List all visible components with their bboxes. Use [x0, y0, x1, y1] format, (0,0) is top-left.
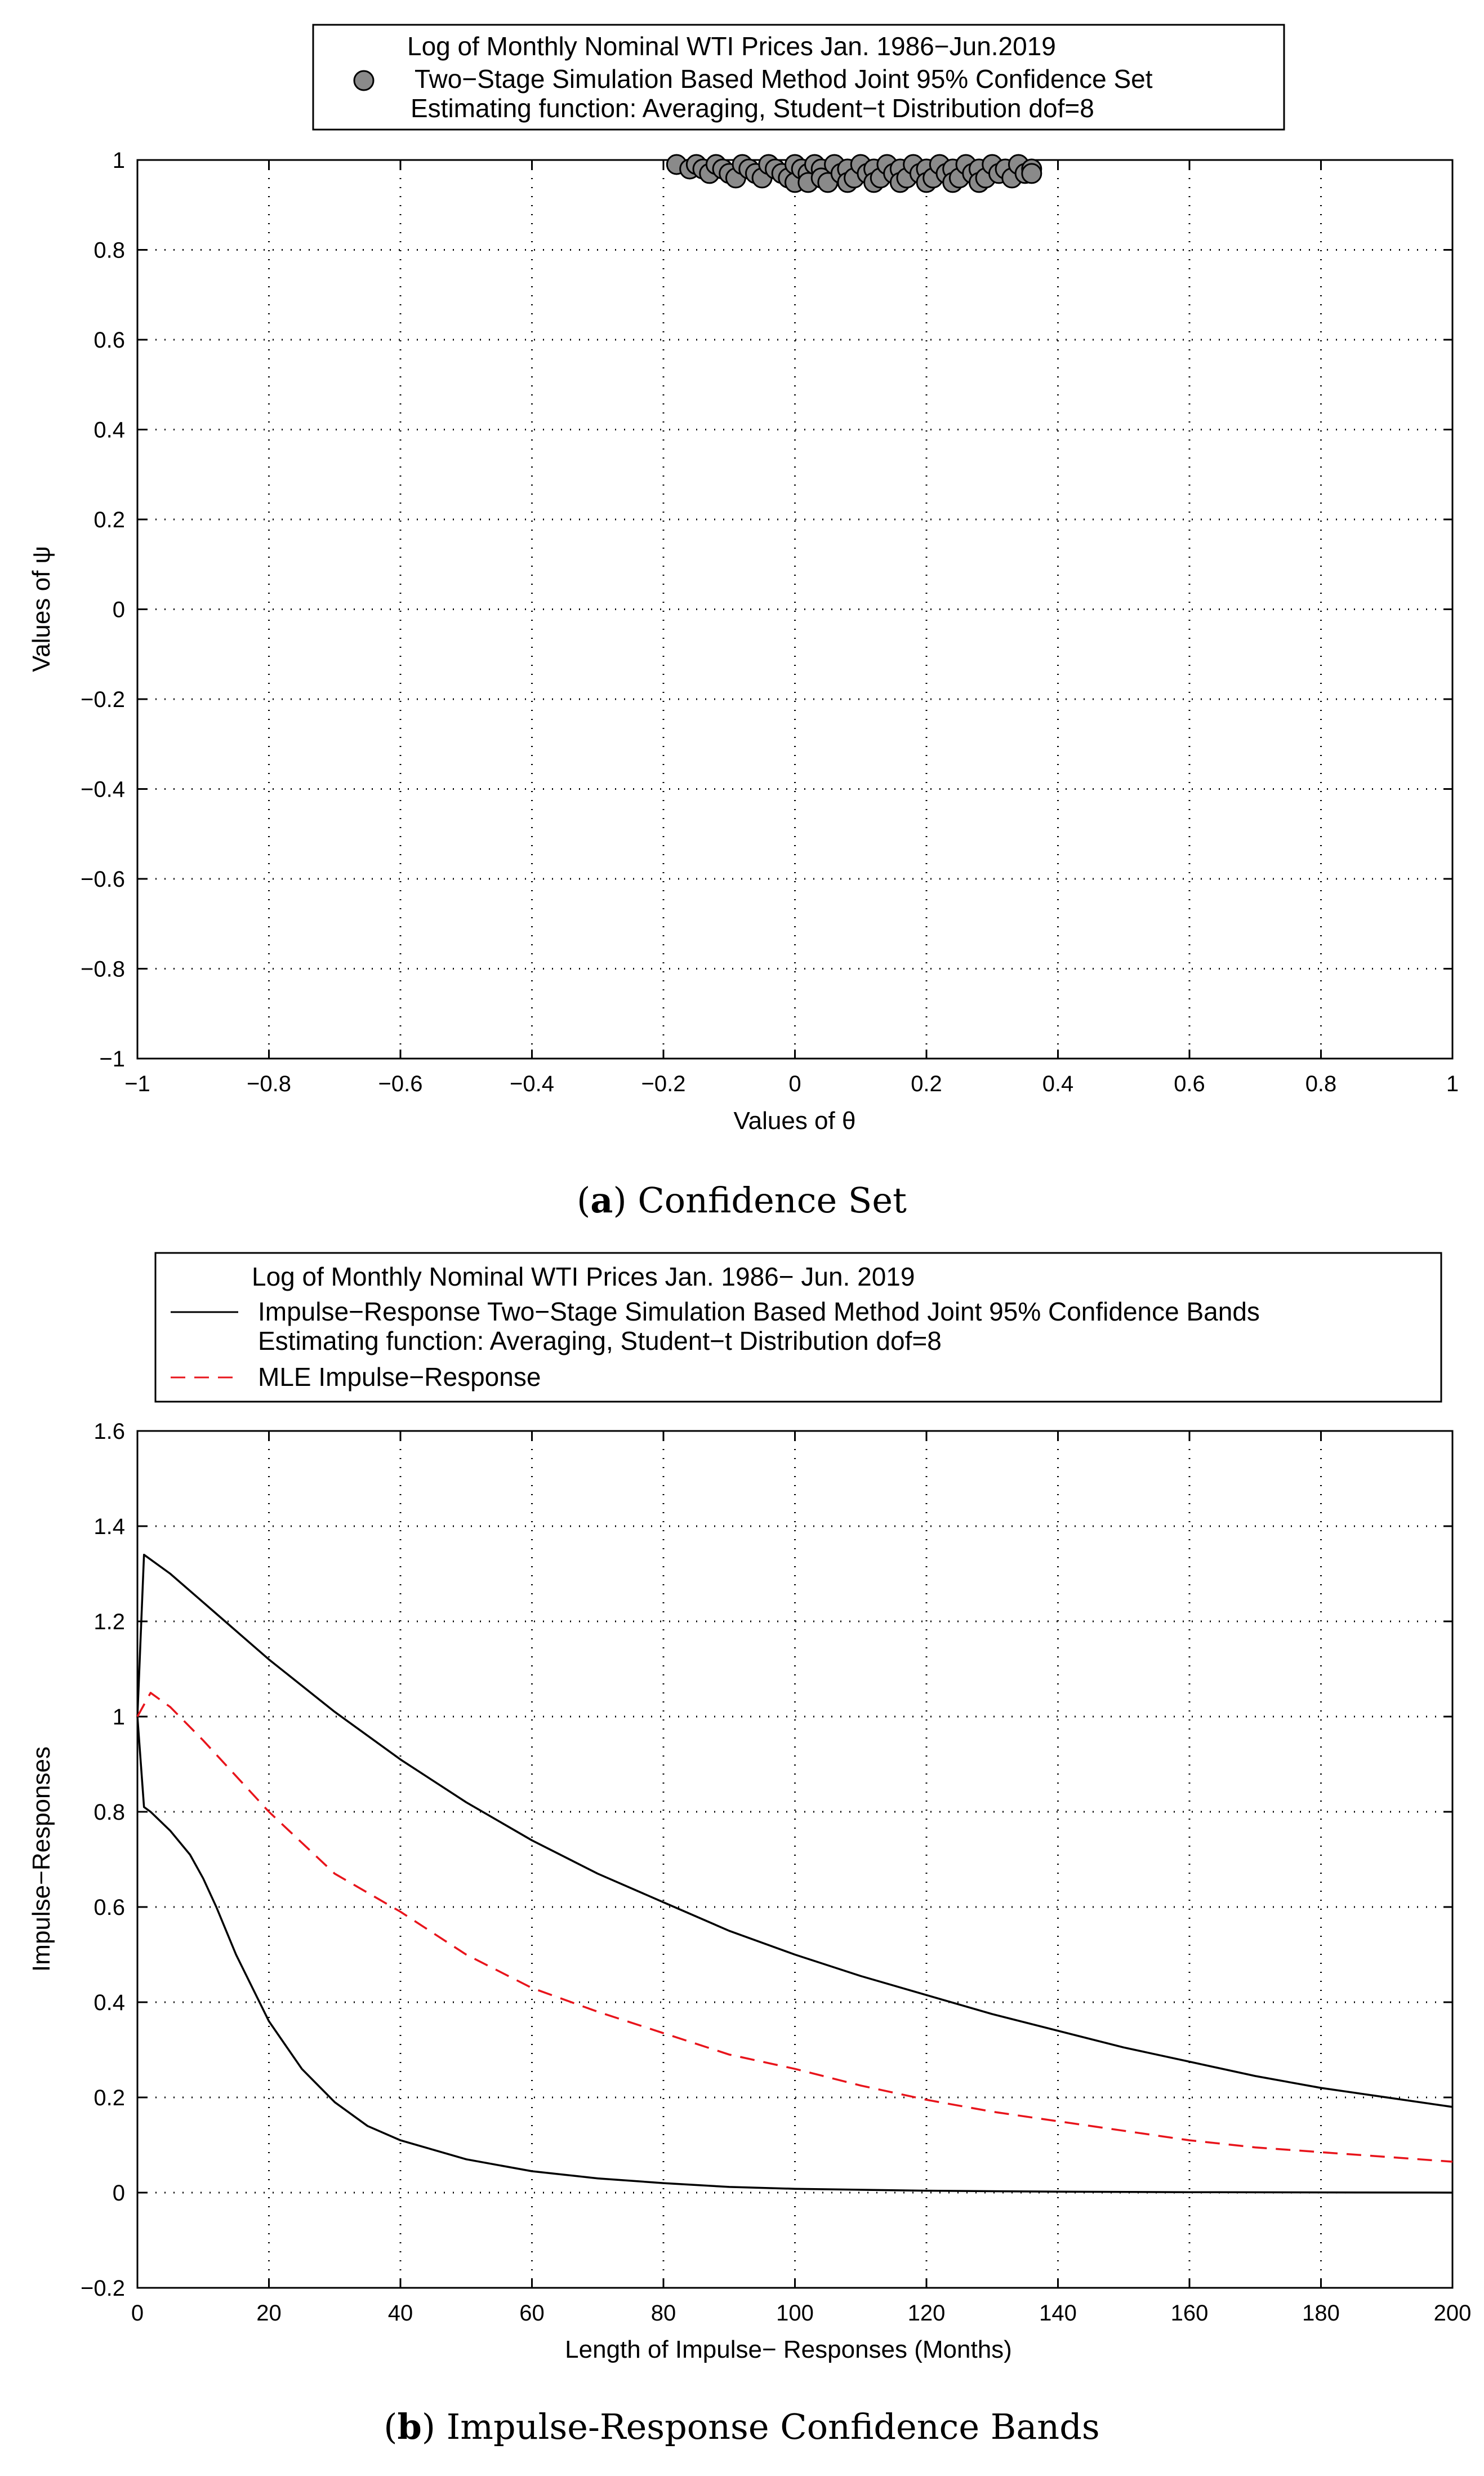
a-x-tick-label: −0.2	[641, 1072, 686, 1096]
b-y-tick-label: 0.8	[93, 1800, 125, 1825]
caption-a: (a) Confidence Set	[577, 1180, 907, 1221]
b-y-tick-label: 0.4	[93, 1990, 125, 2015]
a-y-tick-label: 0	[113, 598, 125, 623]
y-axis-label-b: Impulse−Responses	[28, 1746, 55, 1972]
b-x-tick-label: 200	[1434, 2301, 1472, 2326]
legend-a-box	[312, 24, 1285, 131]
a-y-tick-label: 0.6	[93, 328, 125, 353]
ticks-b: 0 20 40 60 80 100 120 140 160 180 200−0.200.20.40.…	[81, 1419, 1471, 2326]
b-x-tick-label: 140	[1039, 2301, 1077, 2326]
b-y-tick-label: 1	[113, 1705, 125, 1730]
caption-a-letter: a	[590, 1180, 613, 1221]
b-x-tick-label: 160	[1171, 2301, 1209, 2326]
ticks-a: −1 −0.8 −0.6 −0.4 −0.2 0 0.2 0.4 0.6 0.8 1 −1 −0.8 −0…	[81, 148, 1459, 1096]
a-y-tick-label: −0.4	[81, 777, 125, 802]
b-x-tick-label: 20	[256, 2301, 282, 2326]
legend-a-marker	[353, 70, 375, 91]
b-x-tick-label: 120	[908, 2301, 946, 2326]
a-x-tick-label: 0	[788, 1072, 801, 1096]
mle-impulse-response-line	[136, 1692, 1453, 2163]
a-x-tick-label: −0.6	[378, 1072, 423, 1096]
lower-band-line	[136, 1716, 1453, 2194]
scatter-point	[1021, 163, 1042, 184]
legend-a-title: Log of Monthly Nominal WTI Prices Jan. 1…	[407, 32, 1056, 61]
a-x-tick-label: −1	[124, 1072, 150, 1096]
b-x-tick-label: 40	[388, 2301, 413, 2326]
legend-b-entry-mle: MLE Impulse−Response	[258, 1362, 541, 1392]
legend-a-entry: Two−Stage Simulation Based Method Joint …	[415, 64, 1153, 94]
upper-band-line	[136, 1553, 1453, 2108]
x-axis-label-a: Values of θ	[734, 1107, 856, 1135]
caption-b-letter: b	[397, 2406, 421, 2447]
b-x-tick-label: 0	[131, 2301, 144, 2326]
grid-b	[137, 1431, 1452, 2288]
b-y-tick-label: 1.6	[93, 1419, 125, 1444]
b-y-tick-label: 0	[113, 2181, 125, 2206]
a-y-tick-label: 1	[113, 148, 125, 173]
panel-b-impulse-response: Log of Monthly Nominal WTI Prices Jan. 1…	[28, 1252, 1471, 2447]
b-y-tick-label: −0.2	[81, 2276, 125, 2301]
a-y-tick-label: −0.6	[81, 867, 125, 892]
a-x-tick-label: −0.4	[510, 1072, 554, 1096]
a-y-tick-label: −1	[99, 1047, 125, 1072]
legend-b-entry-bands: Impulse−Response Two−Stage Simulation Ba…	[258, 1297, 1260, 1326]
caption-a-text: Confidence Set	[638, 1180, 907, 1221]
b-y-tick-label: 0.6	[93, 1895, 125, 1920]
b-y-tick-label: 1.2	[93, 1610, 125, 1634]
legend-b-title: Log of Monthly Nominal WTI Prices Jan. 1…	[252, 1262, 915, 1291]
legend-a-subtitle: Estimating function: Averaging, Student−…	[411, 94, 1094, 123]
a-x-tick-label: 0.6	[1174, 1072, 1205, 1096]
b-y-tick-label: 0.2	[93, 2086, 125, 2110]
a-y-tick-label: −0.2	[81, 687, 125, 712]
grid-a	[137, 160, 1452, 1059]
a-x-tick-label: −0.8	[247, 1072, 291, 1096]
a-y-tick-label: −0.8	[81, 957, 125, 982]
a-y-tick-label: 0.2	[93, 508, 125, 532]
caption-b-text: Impulse-Response Confidence Bands	[447, 2406, 1100, 2447]
b-x-tick-label: 180	[1302, 2301, 1340, 2326]
a-y-tick-label: 0.8	[93, 238, 125, 263]
scatter-points	[666, 154, 1042, 193]
panel-a-confidence-set: Log of Monthly Nominal WTI Prices Jan. 1…	[28, 24, 1459, 1221]
y-axis-label-a: Values of ψ	[28, 546, 55, 672]
plot-area-b	[136, 1430, 1454, 2289]
b-y-tick-label: 1.4	[93, 1514, 125, 1539]
legend-b-subtitle: Estimating function: Averaging, Student−…	[258, 1326, 942, 1355]
b-x-tick-label: 80	[651, 2301, 676, 2326]
a-x-tick-label: 0.4	[1042, 1072, 1074, 1096]
b-x-tick-label: 60	[519, 2301, 545, 2326]
a-y-tick-label: 0.4	[93, 418, 125, 443]
legend-b-box	[154, 1252, 1442, 1403]
a-x-tick-label: 0.2	[911, 1072, 942, 1096]
series-lines	[136, 1553, 1453, 2194]
a-x-tick-label: 1	[1446, 1072, 1459, 1096]
caption-b: (b) Impulse-Response Confidence Bands	[384, 2406, 1099, 2447]
x-axis-label-b: Length of Impulse− Responses (Months)	[565, 2336, 1012, 2363]
a-x-tick-label: 0.8	[1305, 1072, 1337, 1096]
b-x-tick-label: 100	[776, 2301, 814, 2326]
